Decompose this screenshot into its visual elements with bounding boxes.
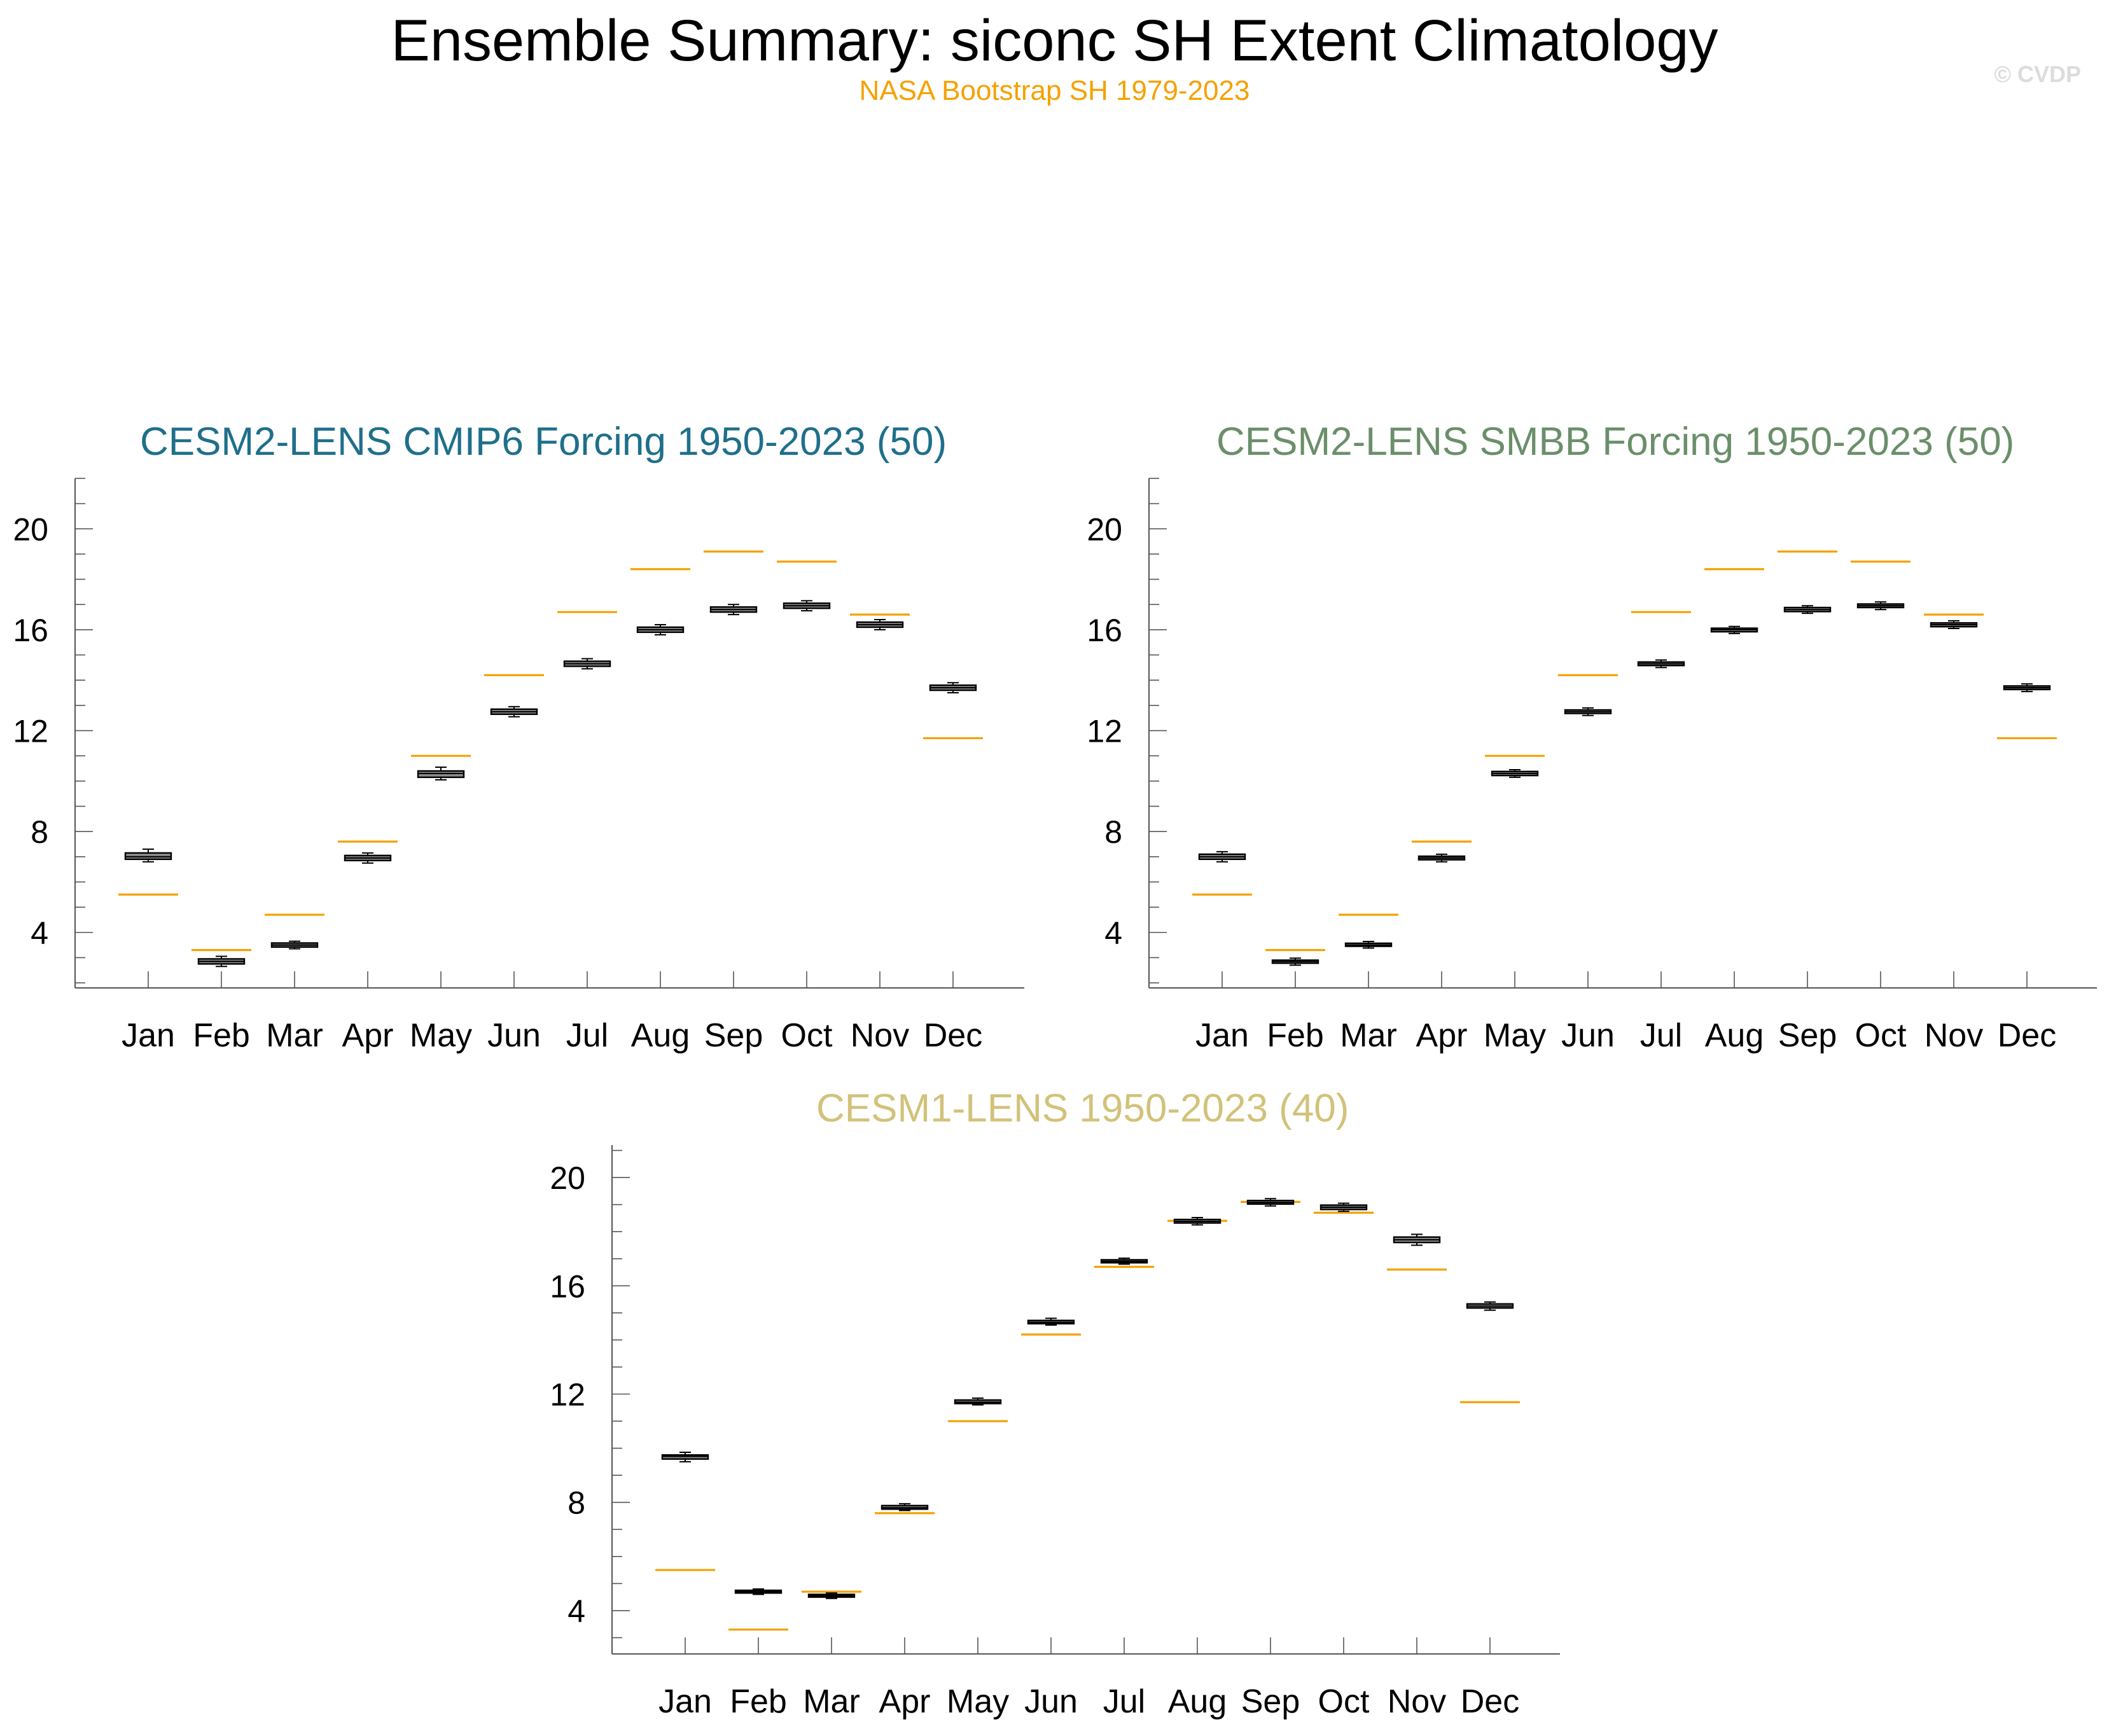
box-sep [1783, 605, 1832, 615]
box-aug [1710, 625, 1758, 634]
box-jun [490, 705, 538, 718]
x-tick-label-dec: Dec [924, 1017, 982, 1054]
x-tick-label-jul: Jul [566, 1017, 608, 1054]
box-dec [1466, 1301, 1514, 1311]
box-apr [344, 852, 392, 864]
y-tick-label: 20 [13, 511, 48, 547]
x-tick-label-sep: Sep [1778, 1017, 1837, 1054]
box-sep [709, 604, 758, 616]
x-tick-label-dec: Dec [1998, 1017, 2056, 1054]
y-tick-label: 12 [550, 1377, 585, 1412]
box-feb [1271, 957, 1319, 966]
y-tick-label: 4 [1104, 915, 1122, 951]
box-jun [1564, 707, 1612, 716]
x-tick-label-mar: Mar [266, 1017, 323, 1054]
box-jul [1637, 659, 1685, 669]
panel-3: 4 8 12 16 20 Jan Feb Mar Apr May Jun Jul Aug Sep Oct No… [550, 1145, 1560, 1720]
x-tick-label-apr: Apr [1416, 1017, 1468, 1054]
y-tick-label: 4 [567, 1594, 585, 1629]
x-tick-label-jan: Jan [122, 1017, 175, 1054]
x-tick-label-may: May [410, 1017, 472, 1054]
x-tick-label-jun: Jun [1561, 1017, 1615, 1054]
box-may [1491, 768, 1539, 778]
x-tick-label-jul: Jul [1640, 1017, 1682, 1054]
subtitle: NASA Bootstrap SH 1979-2023 [859, 75, 1250, 106]
y-tick-label: 16 [13, 613, 48, 648]
y-tick-label: 12 [13, 714, 48, 749]
x-tick-label-aug: Aug [1705, 1017, 1764, 1054]
x-tick-label-nov: Nov [1388, 1683, 1446, 1720]
y-tick-label: 16 [550, 1268, 585, 1304]
watermark: © CVDP [1994, 61, 2081, 87]
y-tick-label: 8 [567, 1485, 585, 1521]
box-jan [124, 848, 172, 863]
box-dec [929, 682, 977, 694]
box-jan [661, 1451, 709, 1462]
y-tick-label: 12 [1087, 714, 1122, 749]
box-oct [1319, 1202, 1368, 1212]
x-tick-label-sep: Sep [704, 1017, 763, 1054]
x-tick-label-dec: Dec [1461, 1683, 1519, 1720]
box-apr [880, 1503, 929, 1511]
box-oct [783, 600, 831, 612]
box-mar [1344, 941, 1393, 949]
box-nov [1393, 1233, 1441, 1246]
x-tick-label-jul: Jul [1103, 1683, 1145, 1720]
panel-title-cesm2-cmip6: CESM2-LENS CMIP6 Forcing 1950-2023 (50) [140, 420, 947, 464]
y-tick-label: 4 [31, 915, 48, 951]
main-title: Ensemble Summary: siconc SH Extent Clima… [391, 8, 1718, 73]
x-tick-label-mar: Mar [803, 1683, 860, 1720]
y-tick-label: 8 [1104, 814, 1122, 850]
box-feb [734, 1588, 783, 1595]
box-dec [2003, 683, 2051, 693]
panel-1: 4 8 12 16 20 Jan Feb Mar Apr May Jun Jul Aug Sep Oct No… [13, 478, 1024, 1054]
box-oct [1856, 601, 1905, 611]
x-tick-label-aug: Aug [1168, 1683, 1227, 1720]
x-tick-label-oct: Oct [1318, 1683, 1370, 1720]
box-jan [1198, 851, 1246, 863]
x-tick-label-may: May [1484, 1017, 1546, 1054]
x-tick-label-feb: Feb [1267, 1017, 1324, 1054]
box-jul [1100, 1257, 1148, 1265]
box-aug [1173, 1217, 1222, 1226]
panel-title-cesm1: CESM1-LENS 1950-2023 (40) [816, 1087, 1349, 1130]
x-tick-label-jun: Jun [487, 1017, 541, 1054]
x-tick-label-oct: Oct [781, 1017, 833, 1054]
box-jun [1027, 1317, 1075, 1326]
x-tick-label-jun: Jun [1024, 1683, 1078, 1720]
x-tick-label-apr: Apr [879, 1683, 931, 1720]
box-sep [1246, 1198, 1295, 1207]
box-feb [197, 955, 246, 968]
y-tick-label: 20 [1087, 511, 1122, 547]
x-tick-label-aug: Aug [631, 1017, 690, 1054]
x-tick-label-feb: Feb [193, 1017, 250, 1054]
y-tick-label: 16 [1087, 613, 1122, 648]
box-jul [563, 658, 611, 670]
box-nov [856, 619, 904, 630]
x-tick-label-nov: Nov [851, 1017, 909, 1054]
box-apr [1417, 853, 1466, 863]
x-tick-label-jan: Jan [658, 1683, 712, 1720]
box-may [417, 767, 465, 781]
box-nov [1930, 620, 1978, 629]
box-aug [636, 623, 685, 635]
box-mar [270, 940, 319, 950]
x-tick-label-mar: Mar [1340, 1017, 1397, 1054]
box-may [954, 1397, 1002, 1406]
y-tick-label: 8 [31, 814, 48, 850]
x-tick-label-apr: Apr [342, 1017, 394, 1054]
x-tick-label-jan: Jan [1195, 1017, 1249, 1054]
panel-title-cesm2-smbb: CESM2-LENS SMBB Forcing 1950-2023 (50) [1216, 420, 2015, 464]
x-tick-label-sep: Sep [1241, 1683, 1300, 1720]
x-tick-label-feb: Feb [730, 1683, 787, 1720]
panel-2: 4 8 12 16 20 Jan Feb Mar Apr May Jun Jul Aug Sep Oct No… [1087, 478, 2097, 1054]
box-mar [807, 1592, 856, 1599]
x-tick-label-oct: Oct [1855, 1017, 1907, 1054]
x-tick-label-nov: Nov [1925, 1017, 1983, 1054]
x-tick-label-may: May [947, 1683, 1009, 1720]
y-tick-label: 20 [550, 1160, 585, 1196]
